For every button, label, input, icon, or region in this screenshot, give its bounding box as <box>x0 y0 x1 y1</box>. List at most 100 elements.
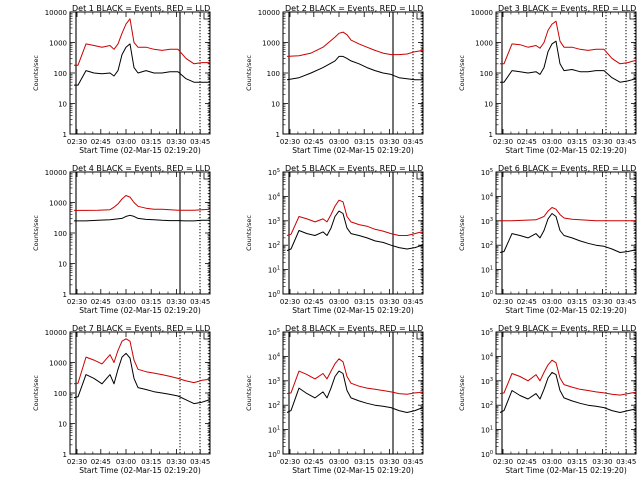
plot-frame <box>69 331 211 455</box>
x-tick-label: 03:00 <box>116 298 136 306</box>
y-axis-label: Counts/sec <box>245 215 253 251</box>
y-tick-label: 100 <box>54 230 67 238</box>
x-axis-label: Start Time (02-Mar-15 02:19:20) <box>505 146 627 155</box>
chart-panel-6: Det 6 BLACK = Events, RED = LLD Counts/se… <box>458 164 637 315</box>
y-axis-label: Counts/sec <box>458 375 466 411</box>
x-tick-label: 03:00 <box>329 298 349 306</box>
interval-bracket-marker <box>416 333 422 340</box>
interval-bracket-marker <box>629 333 635 340</box>
series-line-red <box>500 20 637 65</box>
series-line-black <box>74 214 210 222</box>
chart-title: Det 2 BLACK = Events, RED = LLD <box>285 4 423 13</box>
chart-title: Det 4 BLACK = Events, RED = LLD <box>72 164 210 173</box>
x-tick-label: 02:45 <box>517 458 537 466</box>
x-tick-label: 03:45 <box>190 458 210 466</box>
plot-frame <box>495 11 637 135</box>
chart-title: Det 7 BLACK = Events, RED = LLD <box>72 324 210 333</box>
interval-bracket-marker <box>203 333 209 340</box>
series-line-red <box>500 207 636 222</box>
x-tick-label: 03:30 <box>592 458 612 466</box>
x-tick-label: 03:45 <box>190 298 210 306</box>
chart-panel-7: Det 7 BLACK = Events, RED = LLD Counts/se… <box>32 324 211 475</box>
interval-bracket-marker <box>416 173 422 180</box>
y-tick-label: 1 <box>63 291 67 299</box>
x-tick-label: 03:45 <box>616 298 636 306</box>
y-axis-label: Counts/sec <box>32 215 40 251</box>
y-tick-label: 10000 <box>45 9 67 17</box>
y-tick-label: 1 <box>276 131 280 139</box>
y-tick-label: 1000 <box>49 360 67 368</box>
y-tick-label: 10000 <box>258 9 280 17</box>
chart-title: Det 5 BLACK = Events, RED = LLD <box>285 164 423 173</box>
x-tick-label: 03:45 <box>616 138 636 146</box>
chart-panel-9: Det 9 BLACK = Events, RED = LLD Counts/se… <box>458 324 637 475</box>
plot-frame <box>495 171 637 295</box>
y-tick-label: 103 <box>268 377 280 386</box>
y-tick-label: 1000 <box>475 40 493 48</box>
interval-bracket-marker <box>203 13 209 20</box>
interval-bracket-marker <box>203 173 209 180</box>
series-line-black <box>499 371 637 413</box>
x-tick-label: 03:30 <box>379 298 399 306</box>
y-tick-label: 1 <box>63 131 67 139</box>
series-line-black <box>286 370 424 413</box>
plot-frame <box>69 11 211 135</box>
x-tick-label: 03:15 <box>567 458 587 466</box>
y-tick-label: 1000 <box>49 200 67 208</box>
y-tick-label: 10000 <box>471 9 493 17</box>
chart-title: Det 1 BLACK = Events, RED = LLD <box>72 4 210 13</box>
y-tick-label: 101 <box>481 266 493 275</box>
series-line-black <box>286 210 424 252</box>
x-tick-label: 03:00 <box>116 458 136 466</box>
chart-title: Det 3 BLACK = Events, RED = LLD <box>498 4 636 13</box>
y-tick-label: 100 <box>267 70 280 78</box>
chart-title: Det 9 BLACK = Events, RED = LLD <box>498 324 636 333</box>
y-tick-label: 103 <box>268 217 280 226</box>
series-line-red <box>74 18 210 66</box>
series-line-black <box>500 40 637 83</box>
x-axis-label: Start Time (02-Mar-15 02:19:20) <box>505 466 627 475</box>
y-tick-label: 105 <box>481 168 493 177</box>
x-tick-label: 03:15 <box>141 458 161 466</box>
y-tick-label: 100 <box>268 290 280 299</box>
x-axis-label: Start Time (02-Mar-15 02:19:20) <box>292 306 414 315</box>
y-tick-label: 103 <box>481 377 493 386</box>
x-tick-label: 02:30 <box>280 458 300 466</box>
x-tick-label: 02:45 <box>91 138 111 146</box>
x-tick-label: 03:45 <box>403 138 423 146</box>
x-tick-label: 03:30 <box>166 138 186 146</box>
x-tick-label: 02:45 <box>91 298 111 306</box>
x-tick-label: 03:30 <box>166 458 186 466</box>
y-tick-label: 103 <box>481 217 493 226</box>
x-tick-label: 02:45 <box>517 138 537 146</box>
y-tick-label: 1 <box>63 451 67 459</box>
chart-title: Det 6 BLACK = Events, RED = LLD <box>498 164 636 173</box>
x-tick-label: 02:30 <box>280 298 300 306</box>
chart-panel-8: Det 8 BLACK = Events, RED = LLD Counts/se… <box>245 324 424 475</box>
x-tick-label: 03:00 <box>116 138 136 146</box>
y-axis-label: Counts/sec <box>245 55 253 91</box>
y-axis-label: Counts/sec <box>32 375 40 411</box>
chart-panel-3: Det 3 BLACK = Events, RED = LLD Counts/se… <box>458 4 637 155</box>
y-tick-label: 100 <box>480 70 493 78</box>
y-tick-label: 10 <box>484 101 493 109</box>
y-tick-label: 104 <box>481 192 493 201</box>
x-tick-label: 03:45 <box>616 458 636 466</box>
y-tick-label: 102 <box>481 241 493 250</box>
x-tick-label: 02:45 <box>91 458 111 466</box>
y-tick-label: 10000 <box>45 169 67 177</box>
y-tick-label: 100 <box>54 390 67 398</box>
series-line-black <box>74 43 210 86</box>
series-line-red <box>499 359 637 396</box>
x-axis-label: Start Time (02-Mar-15 02:19:20) <box>79 306 201 315</box>
y-axis-label: Counts/sec <box>245 375 253 411</box>
x-tick-label: 02:30 <box>493 298 513 306</box>
plot-frame <box>282 331 424 455</box>
x-tick-label: 03:30 <box>379 458 399 466</box>
y-tick-label: 101 <box>481 426 493 435</box>
series-line-black <box>286 55 423 81</box>
x-tick-label: 02:30 <box>67 138 87 146</box>
x-tick-label: 03:30 <box>592 298 612 306</box>
x-tick-label: 03:15 <box>567 298 587 306</box>
